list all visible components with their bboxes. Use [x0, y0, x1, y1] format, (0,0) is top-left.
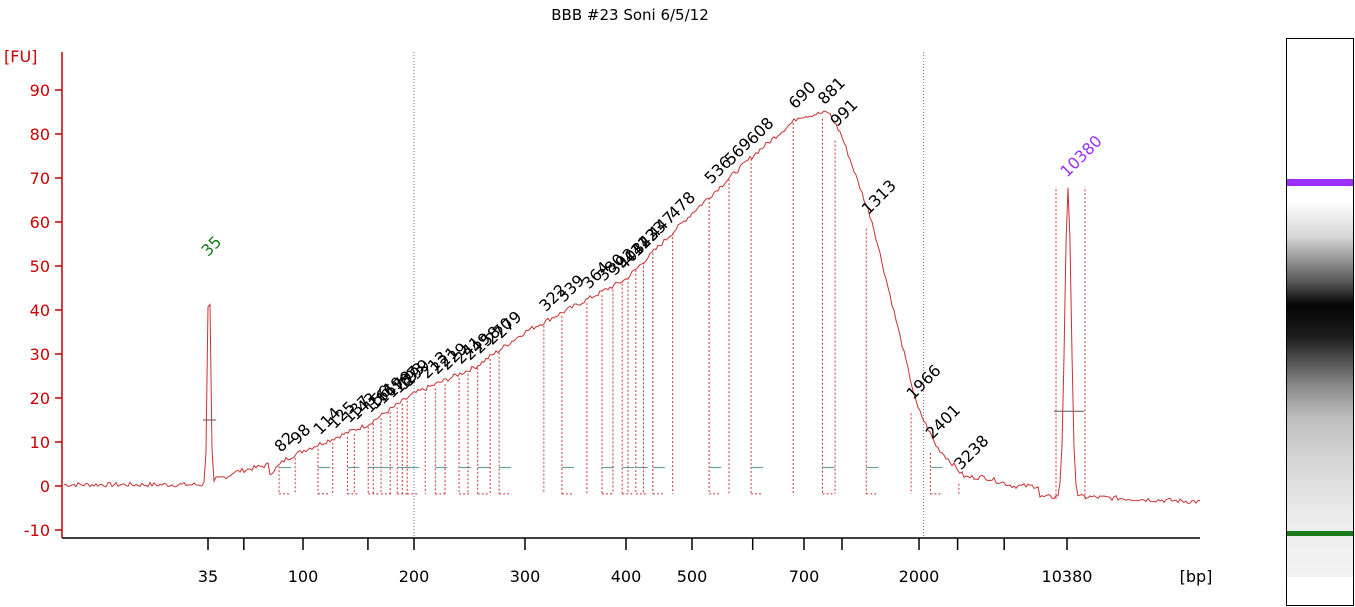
x-tick-label: 100: [288, 567, 319, 586]
plot-area: [413, 52, 925, 538]
peak-label: 1313: [858, 176, 900, 218]
y-tick-label: 70: [30, 169, 50, 188]
electropherogram-chart: -10 0 10 20 30 40 50 60 70 80 90 [FU] 35 100 200 300 40…: [4, 47, 1213, 586]
gel-upper-marker-band: [1287, 179, 1353, 186]
y-tick-label: 10: [30, 433, 50, 452]
peak-label: 1966: [902, 361, 944, 403]
y-tick-label: 20: [30, 389, 50, 408]
y-axis-label: [FU]: [4, 47, 37, 66]
x-tick-label: 400: [611, 567, 642, 586]
trace-line: [63, 110, 1201, 504]
peak-label: 10380: [1056, 131, 1105, 180]
x-tick-label: 2000: [899, 567, 940, 586]
trace-series: [63, 110, 1201, 504]
peak-regions: [203, 118, 1086, 500]
x-tick-label: 35: [198, 567, 218, 586]
x-tick-label: 500: [677, 567, 708, 586]
y-tick-label: 50: [30, 257, 50, 276]
y-tick-label: 30: [30, 345, 50, 364]
peak-label: 2401: [922, 400, 964, 442]
gel-lower-marker-band: [1287, 531, 1353, 536]
y-tick-label: -10: [24, 521, 50, 540]
x-tick-label: 700: [789, 567, 820, 586]
x-axis: 35 100 200 300 400 500 700 2000 10380 [bp]: [62, 537, 1213, 586]
gel-band-strip: [1287, 177, 1353, 577]
x-tick-label: 300: [510, 567, 541, 586]
x-axis-label: [bp]: [1180, 567, 1213, 586]
x-tick-label: 10380: [1042, 567, 1093, 586]
chart-title: BBB #23 Soni 6/5/12: [551, 6, 709, 24]
gel-image-lane: [1286, 38, 1354, 606]
peak-label: 3238: [950, 431, 992, 473]
y-tick-label: 40: [30, 301, 50, 320]
y-tick-label: 90: [30, 81, 50, 100]
peak-label: 35: [197, 232, 225, 260]
y-tick-label: 80: [30, 125, 50, 144]
y-tick-label: 0: [40, 477, 50, 496]
x-tick-label: 200: [399, 567, 430, 586]
y-axis: -10 0 10 20 30 40 50 60 70 80 90 [FU]: [4, 47, 63, 540]
y-tick-label: 60: [30, 213, 50, 232]
peak-labels: 3582981141251371431561611691791871931992…: [197, 73, 1105, 473]
